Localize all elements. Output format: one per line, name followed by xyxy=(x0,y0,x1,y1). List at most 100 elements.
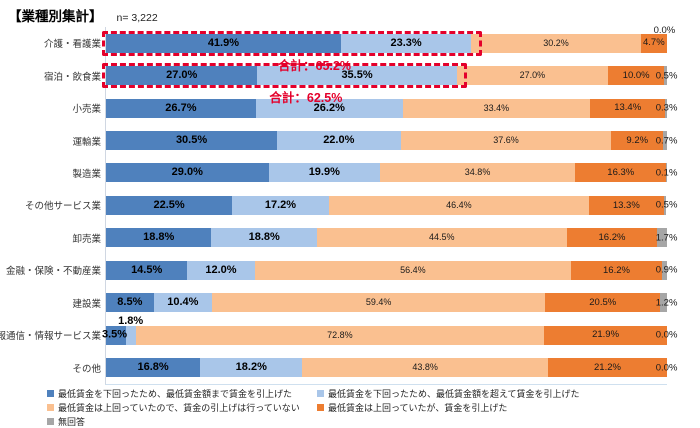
value-label: 72.8% xyxy=(327,329,353,340)
stacked-bar: 27.0% 35.5% 27.0% 10.0% 0.5% 合計：62.5% xyxy=(102,63,677,105)
value-label: 18.2% xyxy=(235,361,267,374)
value-label: 16.8% xyxy=(137,361,169,374)
value-label: 41.9% xyxy=(207,36,240,49)
chart-row: 宿泊・飲食業 27.0% 35.5% 27.0% 10.0% 0.5% 合計：62.5% xyxy=(44,59,677,105)
bar-segment: 23.3% xyxy=(340,33,472,53)
category-label: 宿泊・飲食業 xyxy=(43,71,101,83)
bar-segment: 17.2% xyxy=(232,195,329,215)
bar-segment: 27.0% xyxy=(106,66,258,86)
stacked-bar: 18.8% 18.8% 44.5% 16.2% 1.7% xyxy=(106,228,677,248)
bar-segment: 56.4% xyxy=(254,260,572,280)
stacked-bar: 41.9% 23.3% 30.2% 4.7% 0.0% 合計：65.2% xyxy=(102,26,675,73)
value-label: 0.7% xyxy=(655,134,678,146)
bar-segment: 12.0% xyxy=(187,260,255,280)
value-label: 1.2% xyxy=(655,296,678,308)
value-label: 17.2% xyxy=(264,198,297,211)
bar-segment: 14.5% xyxy=(106,260,188,280)
value-label: 56.4% xyxy=(400,264,426,275)
value-label: 21.2% xyxy=(594,361,621,373)
value-label: 0.0% xyxy=(653,25,676,37)
value-label: 22.5% xyxy=(153,198,185,211)
bar-segment: 33.4% xyxy=(402,98,591,118)
bar-segment: 59.4% xyxy=(212,293,546,313)
bar-segment: 41.9% xyxy=(106,33,341,53)
total-annotation-label: 合計：62.5% xyxy=(269,91,343,106)
legend-label: 無回答 xyxy=(58,417,86,427)
category-label: 運輸業 xyxy=(72,136,101,148)
value-label: 21.9% xyxy=(592,329,620,341)
value-label: 23.3% xyxy=(390,36,422,49)
bar-segment: 21.9% xyxy=(544,325,667,345)
bar-segment: 30.2% xyxy=(471,33,641,53)
legend-item: 最低賃金を下回ったため、最低賃金額を超えて賃金を引上げた xyxy=(317,387,580,400)
chart-row: 介護・看護業 41.9% 23.3% 30.2% 4.7% 0.0% 合計：65.2% xyxy=(44,26,675,73)
value-label: 26.2% xyxy=(313,101,345,114)
bar-segment: 26.7% xyxy=(106,98,256,118)
bar-segment: 30.5% xyxy=(106,131,278,150)
value-label: 29.0% xyxy=(171,166,203,179)
total-annotation-label: 合計：65.2% xyxy=(278,58,351,73)
bar-segment: 72.8% xyxy=(135,325,545,345)
bar-segment xyxy=(660,293,667,313)
value-label: 1.7% xyxy=(655,232,678,244)
stacked-bar: 8.5% 10.4% 59.4% 20.5% 1.2% xyxy=(106,293,677,313)
page-title: 【業種別集計】 xyxy=(8,9,103,24)
chart-header: 【業種別集計】 n= 3,222 xyxy=(8,5,158,25)
stacked-bar: 26.7% 26.2% 33.4% 13.4% 0.3% xyxy=(106,98,677,118)
stacked-bar: 16.8% 18.2% 43.8% 21.2% 0.0% xyxy=(106,358,677,378)
value-label: 26.7% xyxy=(165,101,197,114)
legend-label: 最低賃金を下回ったため、最低賃金額を超えて賃金を引上げた xyxy=(328,389,580,399)
bar-segment xyxy=(665,98,667,118)
bar-segment: 8.5% xyxy=(106,293,154,313)
bar-segment: 27.0% xyxy=(456,66,609,86)
bar-segment: 46.4% xyxy=(328,195,589,215)
bar-segment: 9.2% xyxy=(611,131,664,150)
value-label: 3.5% xyxy=(102,328,128,341)
legend-item: 無回答 xyxy=(47,415,85,428)
value-label: 27.0% xyxy=(166,69,198,82)
category-label: 小売業 xyxy=(72,104,101,116)
value-label: 43.8% xyxy=(412,362,438,373)
value-label: 16.2% xyxy=(598,232,626,244)
bar-segment xyxy=(657,228,667,248)
value-label: 19.9% xyxy=(308,166,340,179)
value-label: 30.5% xyxy=(175,134,208,146)
value-label: 0.1% xyxy=(655,167,678,179)
category-label: 卸売業 xyxy=(72,233,101,245)
legend-label: 最低賃金は上回っていたので、賃金の引上げは行っていない xyxy=(58,403,300,413)
bar-segment: 18.2% xyxy=(200,358,303,378)
value-label: 9.2% xyxy=(626,134,649,146)
value-label: 34.8% xyxy=(464,167,491,178)
value-label: 22.0% xyxy=(323,134,355,146)
value-label: 37.6% xyxy=(493,135,519,145)
sample-size: n= 3,222 xyxy=(116,12,158,24)
value-label: 18.8% xyxy=(143,231,175,244)
value-label: 0.5% xyxy=(655,199,678,211)
bar-segment xyxy=(125,325,136,345)
bar-segment: 44.5% xyxy=(316,228,567,248)
bar-segment: 22.5% xyxy=(106,195,233,215)
bar-segment xyxy=(664,66,667,86)
category-label: 製造業 xyxy=(72,168,101,180)
bar-segment: 13.3% xyxy=(589,195,664,215)
legend: 最低賃金を下回ったため、最低賃金額まで賃金を引上げた 最低賃金を下回ったため、最低… xyxy=(47,387,580,428)
legend-swatch-icon xyxy=(47,404,54,411)
legend-swatch-icon xyxy=(47,390,54,397)
stacked-bar: 29.0% 19.9% 34.8% 16.3% 0.1% xyxy=(106,163,677,183)
bar-segment: 18.8% xyxy=(106,228,212,248)
value-label: 8.5% xyxy=(117,296,143,309)
bar-segment: 16.2% xyxy=(566,228,658,248)
legend-item: 最低賃金は上回っていたが、賃金を引上げた xyxy=(317,401,507,414)
value-label: 33.4% xyxy=(483,102,510,113)
bar-segment: 43.8% xyxy=(302,358,549,378)
category-label: 金融・保険・不動産業 xyxy=(5,266,101,278)
chart-row: 小売業 26.7% 26.2% 33.4% 13.4% 0.3% xyxy=(72,92,677,124)
value-label: 16.3% xyxy=(607,167,635,179)
value-label: 1.8% xyxy=(118,314,144,327)
value-label: 18.8% xyxy=(248,231,280,244)
bar-segment: 4.7% xyxy=(640,33,667,53)
bar-segment: 21.2% xyxy=(548,358,667,378)
category-label: 介護・看護業 xyxy=(43,39,101,51)
